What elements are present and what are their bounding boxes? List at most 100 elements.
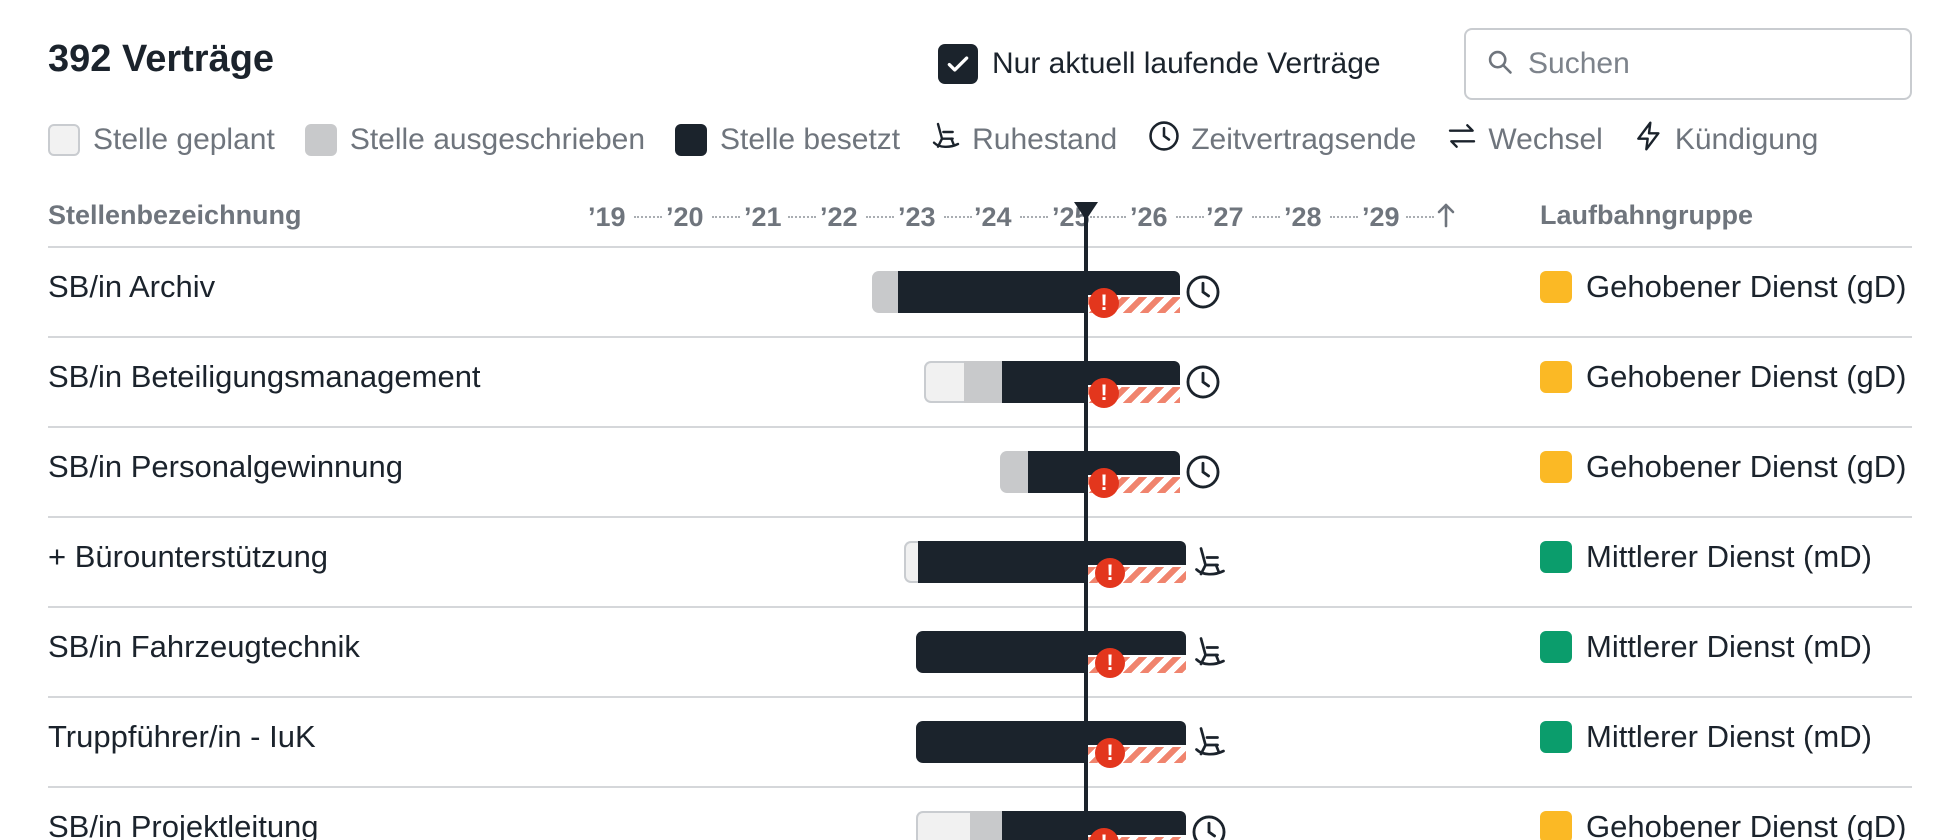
legend-item-planned: Stelle geplant (48, 123, 275, 157)
row-divider (48, 336, 1912, 338)
year-label: ’28 (1284, 202, 1322, 232)
row-group: Gehobener Dienst (gD) (1540, 449, 1907, 485)
table-row[interactable]: Truppführer/in - IuK ! Mittlerer Dienst … (0, 697, 1960, 787)
axis-dots (1020, 216, 1048, 218)
warning-icon[interactable]: ! (1089, 288, 1119, 318)
row-group: Mittlerer Dienst (mD) (1540, 629, 1872, 665)
group-swatch (1540, 361, 1572, 393)
table-row[interactable]: SB/in Projektleitung ! Gehobener Dienst … (0, 787, 1960, 840)
legend-item-retirement: Ruhestand (930, 120, 1117, 160)
row-divider (48, 516, 1912, 518)
rocking-chair-icon (1192, 543, 1228, 586)
filled-swatch (675, 124, 708, 156)
year-label: ’27 (1206, 202, 1244, 232)
advertised-segment (970, 811, 1002, 840)
filled-segment (1002, 361, 1084, 403)
year-label: ’29 (1362, 202, 1400, 232)
group-label: Mittlerer Dienst (mD) (1586, 719, 1872, 754)
warning-icon[interactable]: ! (1089, 468, 1119, 498)
axis-dots (1330, 216, 1358, 218)
row-name: SB/in Projektleitung (48, 809, 319, 840)
year-label: ’19 (588, 202, 626, 232)
search-icon (1486, 48, 1514, 81)
row-group: Gehobener Dienst (gD) (1540, 359, 1907, 395)
filled-segment (1028, 451, 1084, 493)
planned-segment (904, 541, 918, 583)
year-label: ’20 (666, 202, 704, 232)
row-name: Truppführer/in - IuK (48, 719, 316, 754)
checkbox-checked-icon[interactable] (938, 44, 978, 84)
year-axis: ’19 ’20 ’21 ’22 ’23 ’24 ’25 ’26 ’27 ’28 … (0, 192, 1960, 242)
table-row[interactable]: SB/in Personalgewinnung ! Gehobener Dien… (0, 427, 1960, 517)
swap-arrows-icon (1446, 120, 1488, 160)
row-group: Gehobener Dienst (gD) (1540, 269, 1907, 305)
search-box[interactable] (1464, 28, 1912, 100)
table-row[interactable]: + Bürounterstützung ! Mittlerer Dienst (… (0, 517, 1960, 607)
axis-dots (634, 216, 662, 218)
legend-label: Zeitvertragsende (1191, 123, 1417, 156)
warning-icon[interactable]: ! (1089, 828, 1119, 840)
warning-icon[interactable]: ! (1089, 378, 1119, 408)
table-row[interactable]: SB/in Archiv ! Gehobener Dienst (gD) (0, 247, 1960, 337)
column-header-name[interactable]: Stellenbezeichnung (48, 200, 302, 230)
only-running-label[interactable]: Nur aktuell laufende Verträge (992, 47, 1381, 80)
group-swatch (1540, 631, 1572, 663)
clock-icon (1147, 119, 1191, 161)
row-group: Mittlerer Dienst (mD) (1540, 539, 1872, 575)
legend-item-advertised: Stelle ausgeschrieben (304, 123, 646, 157)
filled-segment (918, 541, 1084, 583)
axis-dots (1252, 216, 1280, 218)
today-marker[interactable] (1074, 202, 1098, 220)
warning-icon[interactable]: ! (1095, 648, 1125, 678)
arrow-up-icon[interactable] (1434, 200, 1458, 235)
only-running-checkbox[interactable]: Nur aktuell laufende Verträge (938, 44, 1381, 84)
group-label: Gehobener Dienst (gD) (1586, 269, 1907, 304)
filled-segment (1002, 811, 1084, 840)
axis-dots (1176, 216, 1204, 218)
row-divider (48, 246, 1912, 248)
table-row[interactable]: SB/in Beteiligungsmanagement ! Gehobener… (0, 337, 1960, 427)
legend-item-fixed-term-end: Zeitvertragsende (1147, 119, 1416, 161)
year-label: ’24 (974, 202, 1012, 232)
column-header-group[interactable]: Laufbahngruppe (1540, 200, 1753, 230)
axis-dots (944, 216, 972, 218)
legend-label: Stelle besetzt (720, 123, 901, 156)
row-divider (48, 696, 1912, 698)
year-label: ’21 (744, 202, 782, 232)
table-row[interactable]: SB/in Fahrzeugtechnik ! Mittlerer Dienst… (0, 607, 1960, 697)
row-divider (48, 786, 1912, 788)
row-name: SB/in Beteiligungsmanagement (48, 359, 481, 394)
group-swatch (1540, 541, 1572, 573)
advertised-segment (964, 361, 1002, 403)
clock-icon (1190, 813, 1228, 840)
row-divider (48, 426, 1912, 428)
row-name: SB/in Personalgewinnung (48, 449, 404, 484)
group-label: Mittlerer Dienst (mD) (1586, 539, 1872, 574)
filled-segment (916, 721, 1084, 763)
row-group: Gehobener Dienst (gD) (1540, 809, 1907, 840)
search-input[interactable] (1528, 47, 1888, 81)
clock-icon (1184, 363, 1222, 406)
legend-item-change: Wechsel (1446, 120, 1603, 160)
group-label: Gehobener Dienst (gD) (1586, 809, 1907, 840)
legend-label: Stelle geplant (93, 123, 275, 156)
planned-segment (916, 811, 970, 840)
legend-label: Ruhestand (972, 123, 1118, 156)
lightning-icon (1633, 120, 1675, 160)
row-name: + Bürounterstützung (48, 539, 329, 574)
rocking-chair-icon (1192, 723, 1228, 766)
today-line (1084, 212, 1088, 840)
axis-dots (712, 216, 740, 218)
group-label: Gehobener Dienst (gD) (1586, 449, 1907, 484)
page-title: 392 Verträge (48, 38, 275, 80)
row-name: SB/in Archiv (48, 269, 216, 304)
group-swatch (1540, 451, 1572, 483)
legend-label: Kündigung (1674, 123, 1819, 156)
row-name: SB/in Fahrzeugtechnik (48, 629, 360, 664)
expiring-hatch (1088, 837, 1186, 840)
warning-icon[interactable]: ! (1095, 738, 1125, 768)
axis-dots (866, 216, 894, 218)
row-divider (48, 606, 1912, 608)
warning-icon[interactable]: ! (1095, 558, 1125, 588)
legend-label: Stelle ausgeschrieben (349, 123, 646, 156)
